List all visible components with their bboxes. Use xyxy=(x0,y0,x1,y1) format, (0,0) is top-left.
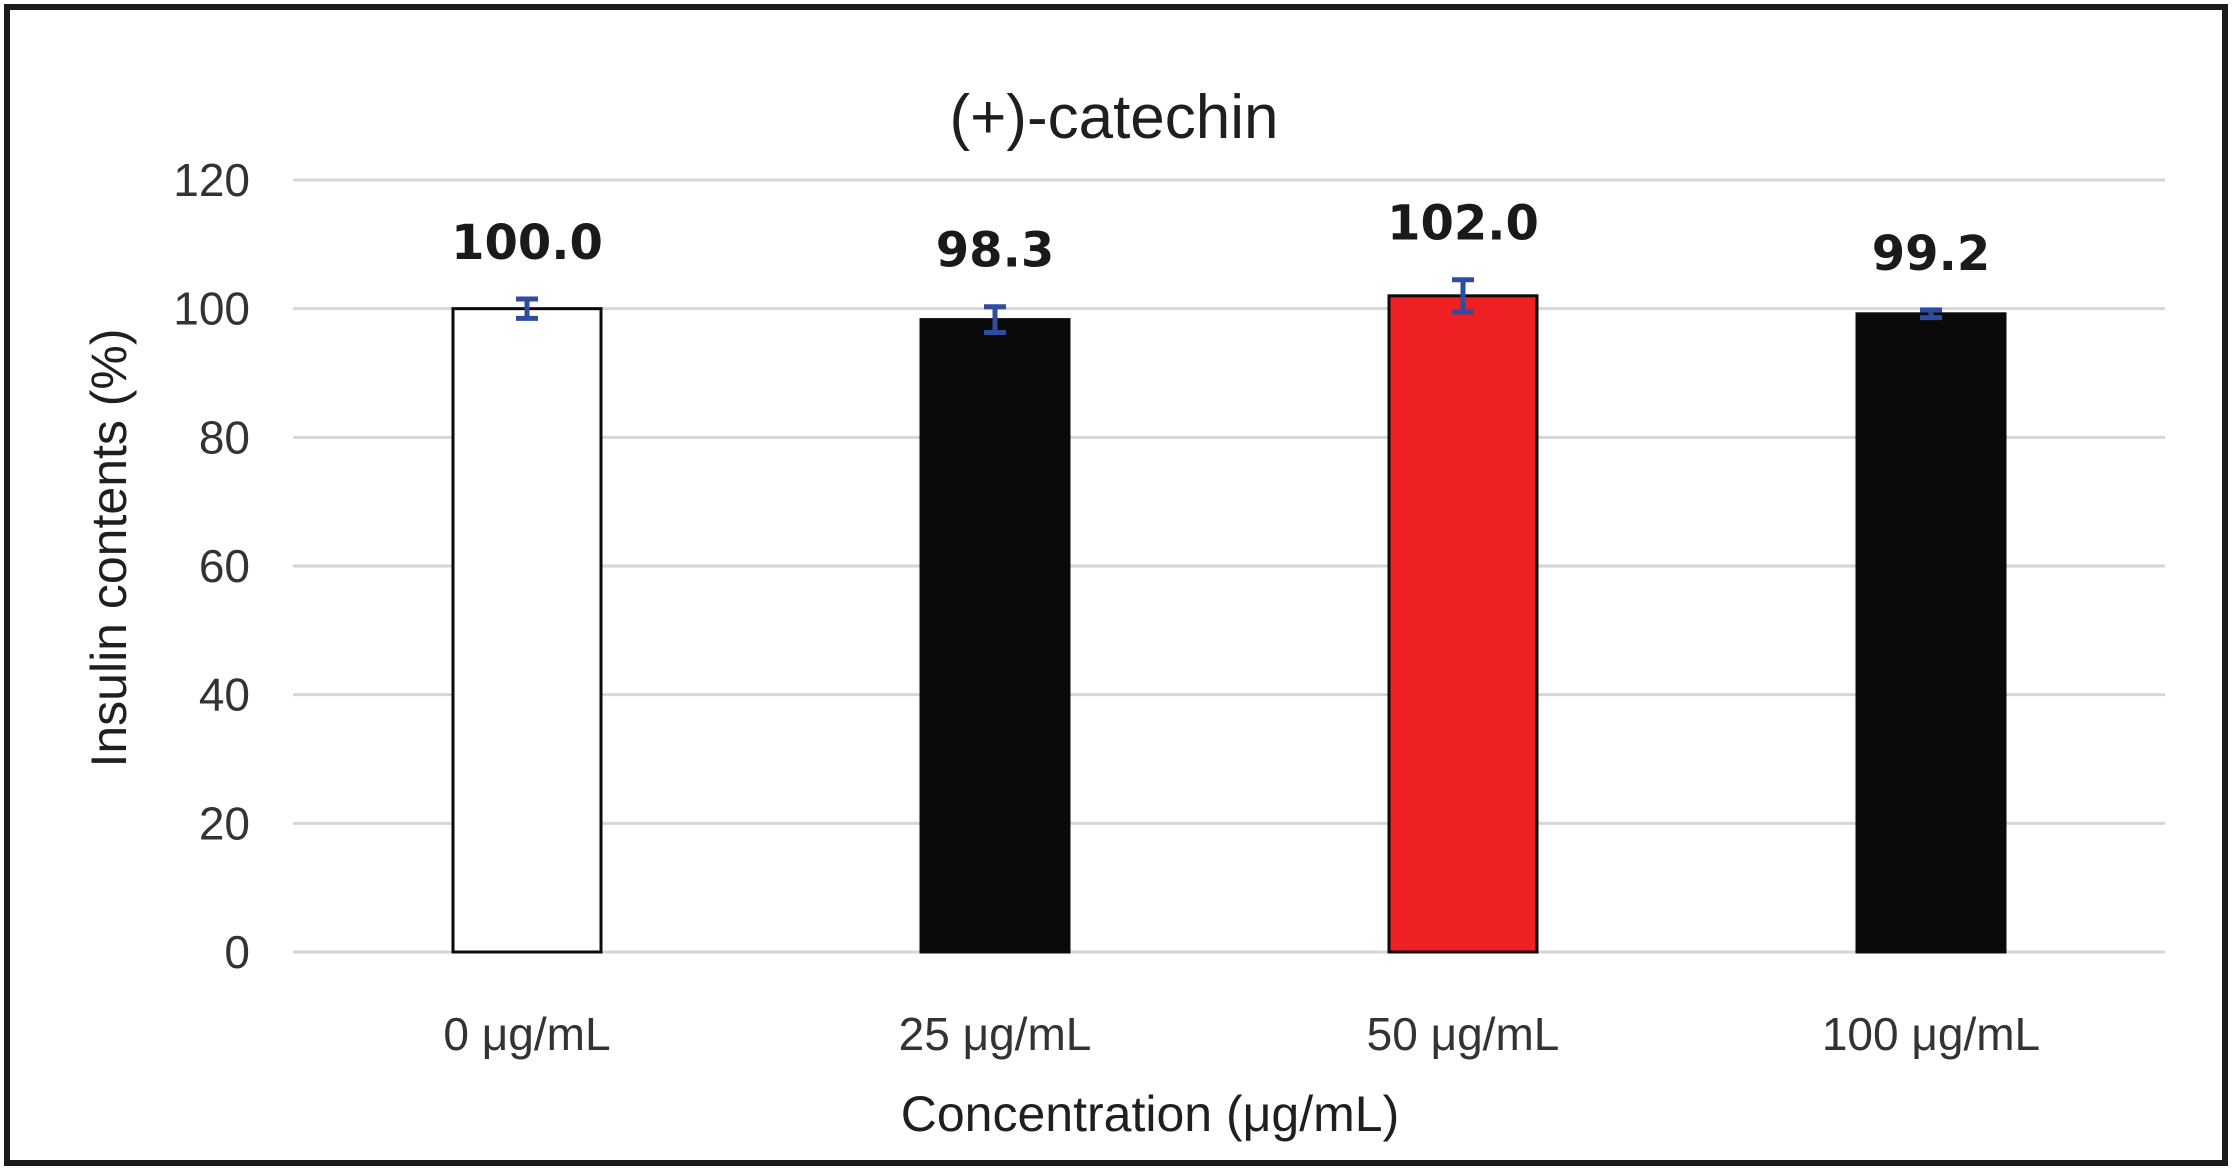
chart-frame: 100.0 98.3 102.0 99.2 0 20 40 60 80 100 120 0 μg/m… xyxy=(4,4,2228,1166)
y-tick-label: 20 xyxy=(199,797,250,849)
error-bar xyxy=(1452,277,1474,315)
bar-chart: 100.0 98.3 102.0 99.2 0 20 40 60 80 100 120 0 μg/m… xyxy=(81,83,2165,1142)
x-tick-label: 25 μg/mL xyxy=(899,1008,1092,1060)
grid-layer xyxy=(293,178,2165,954)
data-label: 99.2 xyxy=(1872,226,1990,282)
data-label: 102.0 xyxy=(1387,196,1539,252)
y-tick-label: 40 xyxy=(199,669,250,721)
y-tick-label: 120 xyxy=(173,154,250,206)
bar xyxy=(919,318,1071,954)
error-bar-layer xyxy=(516,277,1942,335)
y-axis-title: Insulin contents (%) xyxy=(81,328,137,767)
y-tick-label: 100 xyxy=(173,283,250,335)
x-axis-title: Concentration (μg/mL) xyxy=(901,1086,1399,1142)
x-tick-label: 0 μg/mL xyxy=(443,1008,610,1060)
bar xyxy=(1855,312,2007,954)
tick-label-layer: 0 20 40 60 80 100 120 0 μg/mL 25 μg/mL 50 μg/mL 10… xyxy=(173,154,2040,1060)
error-bar xyxy=(516,296,538,321)
error-bar xyxy=(984,304,1006,335)
y-tick-label: 0 xyxy=(224,926,250,978)
data-label: 98.3 xyxy=(936,223,1054,279)
bar-layer xyxy=(451,294,2007,954)
y-tick-label: 60 xyxy=(199,540,250,592)
x-tick-label: 100 μg/mL xyxy=(1822,1008,2040,1060)
bar xyxy=(1387,294,1539,954)
data-label: 100.0 xyxy=(451,215,603,271)
chart-title: (+)-catechin xyxy=(949,83,1278,152)
data-label-layer: 100.0 98.3 102.0 99.2 xyxy=(451,196,1990,282)
error-bar xyxy=(1920,307,1942,321)
x-tick-label: 50 μg/mL xyxy=(1367,1008,1560,1060)
y-tick-label: 80 xyxy=(199,411,250,463)
bar xyxy=(451,307,603,954)
